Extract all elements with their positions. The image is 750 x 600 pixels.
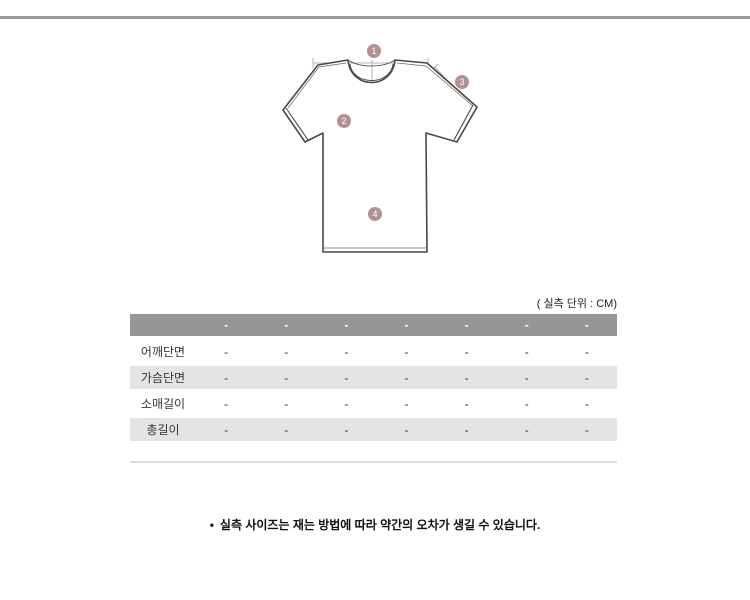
table-cell: - [584, 344, 589, 359]
table-header-cell: - [224, 318, 229, 332]
row-label: 총길이 [146, 423, 180, 437]
table-row: 소매길이 - - - - - - - [130, 392, 617, 415]
left-cuff-hem [285, 107, 309, 141]
tshirt-measurement-diagram: 1 2 3 4 [282, 44, 478, 253]
table-cell: - [344, 370, 349, 385]
table-cell: - [284, 370, 289, 385]
right-cuff-hem [453, 104, 474, 141]
table-cell: - [524, 370, 529, 385]
table-cell: - [404, 370, 409, 385]
table-header-cell: - [404, 318, 409, 332]
table-cell: - [464, 422, 469, 437]
table-cell: - [224, 344, 229, 359]
row-label: 소매길이 [140, 397, 186, 411]
top-divider [0, 16, 750, 19]
table-header-cell: - [284, 318, 289, 332]
table-header-cell: - [464, 318, 469, 332]
table-header-cell: - [584, 318, 589, 332]
table-cell: - [464, 396, 469, 411]
marker-4-number: 4 [372, 209, 377, 219]
right-shoulder-seam [396, 62, 474, 107]
row-label: 가슴단면 [140, 371, 186, 385]
table-cell: - [284, 422, 289, 437]
table-cell: - [524, 344, 529, 359]
left-shoulder-seam [287, 62, 347, 109]
marker-1-shoulder-icon [367, 44, 381, 58]
measurement-disclaimer-text: 실측 사이즈는 재는 방법에 따라 약간의 오차가 생길 수 있습니다. [219, 518, 541, 532]
table-cell: - [344, 422, 349, 437]
measurement-disclaimer: • 실측 사이즈는 재는 방법에 따라 약간의 오차가 생길 수 있습니다. [0, 516, 750, 533]
marker-1-number: 1 [371, 46, 376, 56]
table-cell: - [404, 344, 409, 359]
table-header-cell: - [344, 318, 349, 332]
table-cell: - [524, 422, 529, 437]
collar-inner-line [349, 63, 394, 81]
table-cell: - [404, 396, 409, 411]
table-row: 가슴단면 - - - - - - - [130, 366, 617, 389]
table-header-cell: - [524, 318, 529, 332]
bottom-divider [130, 461, 617, 463]
table-header-row: - - - - - - - [130, 314, 617, 336]
table-cell: - [224, 396, 229, 411]
marker-2-number: 2 [341, 116, 346, 126]
table-cell: - [584, 422, 589, 437]
size-table: - - - - - - - 어깨단면 - - - - - - - 가슴단면 - … [130, 314, 617, 444]
table-cell: - [584, 370, 589, 385]
table-cell: - [224, 422, 229, 437]
table-cell: - [464, 344, 469, 359]
table-row: 총길이 - - - - - - - [130, 418, 617, 441]
measurement-markers: 1 2 3 4 [337, 44, 469, 221]
table-cell: - [524, 396, 529, 411]
measurement-unit-note: ( 실측 단위 : CM) [536, 298, 617, 310]
table-cell: - [584, 396, 589, 411]
table-cell: - [224, 370, 229, 385]
marker-3-number: 3 [459, 77, 464, 87]
table-cell: - [404, 422, 409, 437]
table-row: 어깨단면 - - - - - - - [130, 340, 617, 363]
table-cell: - [284, 344, 289, 359]
marker-2-chest-icon [337, 114, 351, 128]
table-cell: - [284, 396, 289, 411]
table-cell: - [464, 370, 469, 385]
bullet-icon: • [209, 518, 214, 532]
marker-3-sleeve-icon [455, 75, 469, 89]
collar-back-line [347, 59, 396, 67]
row-label: 어깨단면 [140, 345, 186, 359]
table-cell: - [344, 344, 349, 359]
tshirt-outline [282, 59, 478, 253]
table-cell: - [344, 396, 349, 411]
marker-4-length-icon [368, 207, 382, 221]
